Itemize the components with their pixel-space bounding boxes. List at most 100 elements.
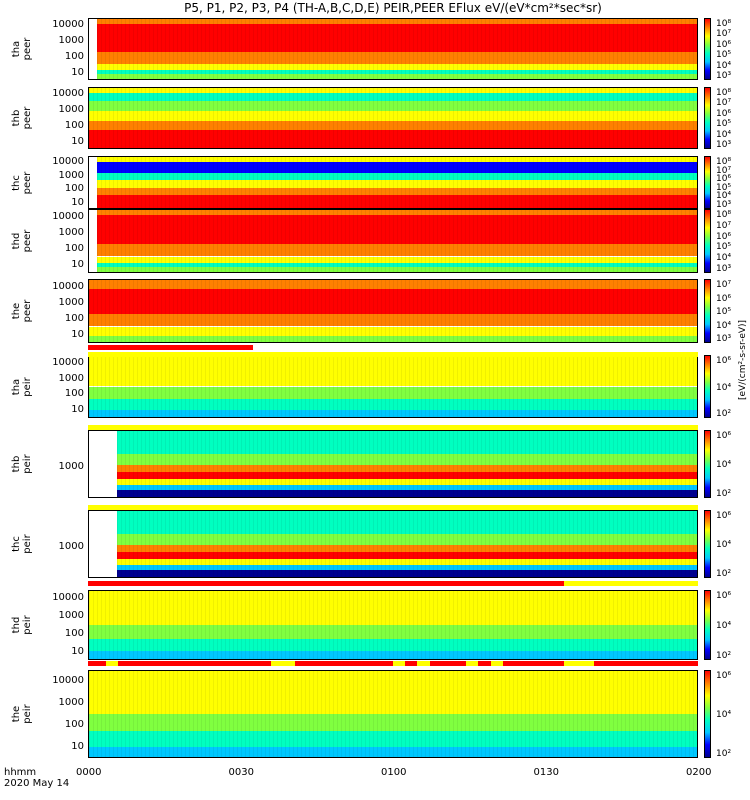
y-tick-label: 1000 (58, 296, 84, 308)
energy-band (117, 520, 697, 535)
quality-flag-segment (490, 661, 503, 666)
colorbar (704, 430, 711, 498)
colorbar-tick-label: 10⁶ (716, 591, 732, 601)
panel-tha-peir: tha peir 10000 1000 100 10 (11, 355, 698, 418)
colorbar-tick-label: 10² (716, 651, 732, 661)
panel-ylabel: thc peer (11, 163, 33, 203)
energy-band (97, 52, 697, 64)
panel-thb-peer: thb peer 10000 1000 100 10 (11, 87, 698, 149)
colorbar-tick-label: 10³ (716, 71, 732, 81)
quality-flag-segment (106, 661, 119, 666)
colorbar-tick-label: 10³ (716, 264, 732, 274)
spectrogram-thd-peer (88, 209, 698, 273)
colorbar-tick-label: 10² (716, 409, 732, 419)
ylabel-probe: thb (11, 109, 22, 127)
colorbar-tick-label: 10⁴ (716, 710, 732, 720)
ylabel-instrument: peir (22, 534, 33, 554)
energy-band (97, 214, 697, 245)
energy-band (97, 173, 697, 180)
colorbar (704, 18, 711, 80)
energy-band (89, 731, 697, 747)
energy-band (89, 746, 697, 757)
y-tick-label: 1000 (58, 541, 84, 553)
spectrogram-tha-peir (88, 355, 698, 418)
colorbar-tick-label: 10⁴ (716, 320, 732, 331)
y-tick-label: 1000 (58, 226, 84, 238)
energy-band (89, 604, 697, 625)
energy-band (89, 398, 697, 410)
panel-ylabel: the peer (11, 291, 33, 331)
ylabel-instrument: peer (22, 171, 33, 194)
energy-band (97, 157, 697, 163)
energy-band (89, 409, 697, 417)
panel-thc-peer: thc peer 10000 1000 100 10 (11, 156, 698, 209)
colorbar-tick-label: 10⁵ (716, 50, 732, 61)
y-tick-label: 100 (64, 388, 84, 400)
panel-ylabel: thb peer (11, 98, 33, 138)
spectrogram-thc-peer (88, 156, 698, 209)
ylabel-probe: the (11, 705, 22, 723)
spectrogram-texture (97, 210, 697, 272)
panel-ylabel: the peir (11, 694, 33, 734)
colorbar-tick-label: 10⁵ (716, 119, 732, 130)
panel-ylabel: thd peer (11, 221, 33, 261)
energy-band (89, 130, 697, 148)
y-tick-label: 100 (64, 183, 84, 195)
panel-tha-peer: tha peer 10000 1000 100 10 (11, 18, 698, 80)
colorbar-tick-label: 10² (716, 569, 732, 579)
colorbar (704, 670, 711, 758)
quality-flag-segment (417, 661, 430, 666)
colorbar-tick-label: 10⁴ (716, 460, 732, 470)
ylabel-probe: thc (11, 174, 22, 191)
panel-ylabel: tha peir (11, 367, 33, 407)
x-tick-label: 0000 (76, 767, 102, 778)
energy-band (89, 110, 697, 121)
ylabel-probe: thb (11, 455, 22, 473)
colorbar-tick-label: 10⁴ (716, 621, 732, 631)
quality-flag-segment (88, 505, 698, 510)
energy-band (89, 314, 697, 327)
colorbar-tick-label: 10⁷ (716, 98, 732, 109)
colorbar-tick-label: 10⁴ (716, 382, 732, 393)
spectrogram-the-peir (88, 670, 698, 758)
energy-band (117, 454, 697, 466)
colorbar (704, 510, 711, 578)
energy-band (89, 650, 697, 659)
spectrogram-texture (89, 88, 697, 148)
colorbar (704, 590, 711, 660)
panel-the-peer: the peer 10000 1000 100 10 (11, 279, 698, 343)
colorbar-tick-label: 10⁴ (716, 540, 732, 550)
energy-band (117, 485, 697, 491)
colorbar-tick-label: 10⁶ (716, 431, 732, 441)
y-tick-label: 10000 (52, 592, 84, 604)
x-label-top: hhmm (4, 767, 37, 778)
x-label-bottom: 2020 May 14 (4, 778, 70, 789)
ylabel-instrument: peer (22, 299, 33, 323)
colorbar-tick-label: 10⁶ (716, 356, 732, 366)
energy-band (97, 187, 697, 196)
panel-ylabel: tha peer (11, 29, 33, 69)
colorbar-tick-label: 10⁵ (716, 307, 732, 317)
ylabel-probe: thd (11, 232, 22, 250)
energy-band (89, 280, 697, 290)
energy-band (117, 431, 697, 441)
panel-thd-peer: thd peer 10000 1000 100 10 (11, 209, 698, 273)
y-tick-label: 100 (64, 313, 84, 325)
energy-band (97, 244, 697, 257)
x-tick-label: 0030 (228, 767, 254, 778)
energy-band (97, 195, 697, 208)
energy-band (117, 465, 697, 472)
y-tick-label: 10 (71, 259, 84, 271)
ylabel-instrument: peir (22, 376, 33, 397)
y-tick-label: 1000 (58, 461, 84, 473)
energy-band (117, 490, 697, 497)
panel-the-peir: the peir 10000 1000 100 10 (11, 670, 698, 758)
spectrogram-texture (117, 511, 697, 577)
y-tick-label: 10000 (52, 156, 84, 168)
quality-flag-segment (563, 581, 698, 586)
energy-band (89, 714, 697, 732)
energy-band (97, 162, 697, 174)
y-tick-label: 100 (64, 719, 84, 731)
x-tick-label: 0130 (533, 767, 559, 778)
panel-ylabel: thd peir (11, 605, 33, 645)
